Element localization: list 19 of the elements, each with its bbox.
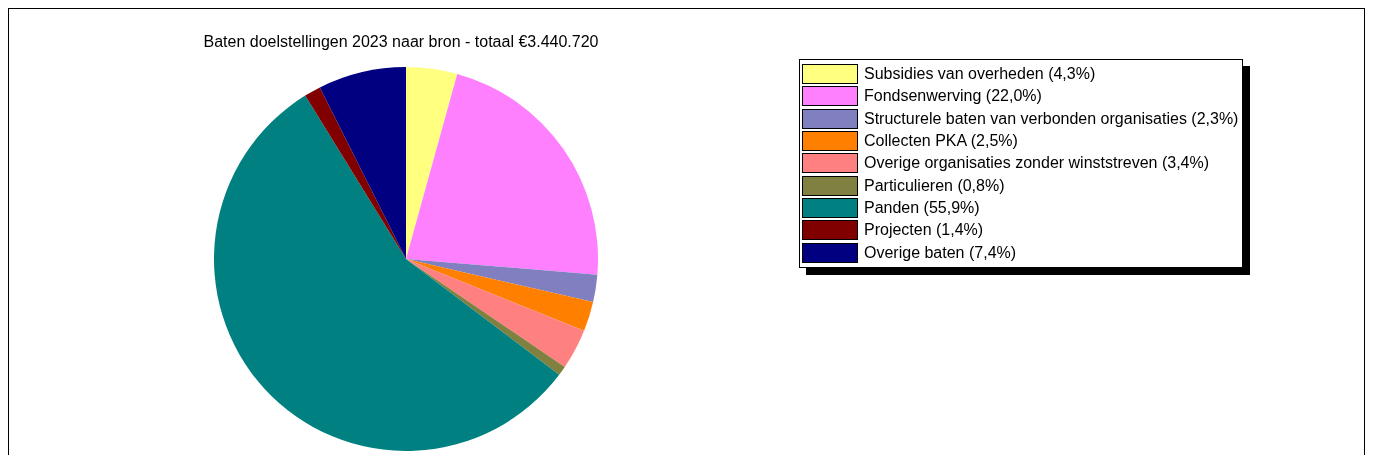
pie-slice: [406, 67, 458, 259]
pie-slice: [406, 259, 585, 367]
chart-title: Baten doelstellingen 2023 naar bron - totaal €3.440.720: [202, 33, 600, 51]
legend-label: Overige baten (7,4%): [864, 243, 1017, 262]
legend-label: Collecten PKA (2,5%): [864, 132, 1018, 151]
pie-slice: [319, 67, 406, 259]
pie-slice: [406, 73, 598, 275]
legend-label: Fondsenwerving (22,0%): [864, 87, 1042, 106]
legend-label: Overige organisaties zonder winststreven (3,4%): [864, 154, 1210, 173]
legend-label: Particulieren (0,8%): [864, 176, 1005, 195]
legend-label: Projecten (1,4%): [864, 221, 984, 240]
pie-slice: [406, 259, 565, 375]
pie-slice: [406, 259, 598, 303]
pie-slice: [214, 95, 560, 451]
pie-slice: [406, 259, 594, 331]
legend-label: Structurele baten van verbonden organisaties (2,3%): [864, 109, 1239, 128]
pie-slice: [305, 87, 406, 259]
legend-label: Subsidies van overheden (4,3%): [864, 65, 1096, 84]
legend-label: Panden (55,9%): [864, 198, 980, 217]
